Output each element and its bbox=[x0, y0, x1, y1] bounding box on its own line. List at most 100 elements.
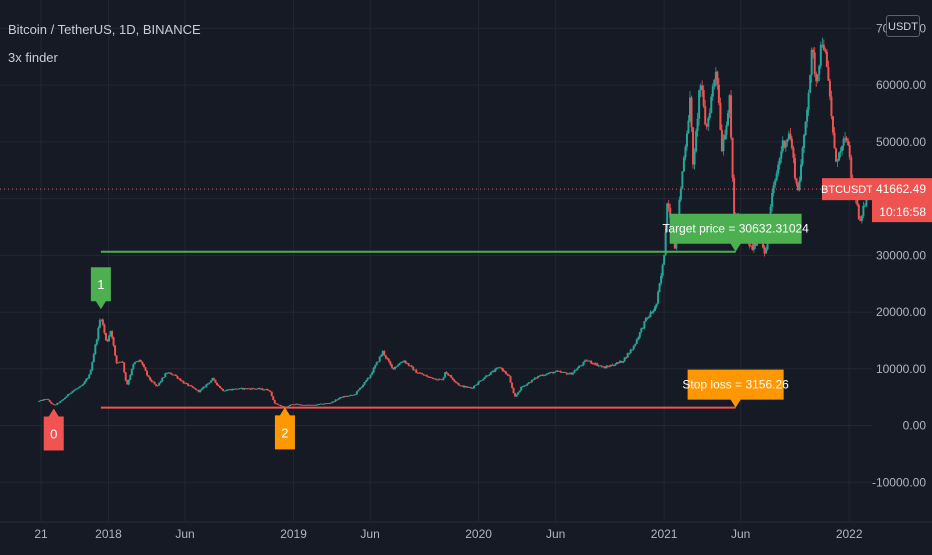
candle-body bbox=[515, 394, 518, 397]
candle-body bbox=[483, 377, 486, 380]
candle-body bbox=[699, 85, 702, 91]
candle-body bbox=[628, 353, 631, 354]
candle-body bbox=[104, 333, 107, 341]
candle-body bbox=[130, 368, 133, 376]
candle-body bbox=[63, 397, 66, 400]
candle-body bbox=[725, 125, 728, 135]
candle-body bbox=[844, 137, 847, 139]
candle-body bbox=[652, 310, 655, 313]
candle-body bbox=[241, 387, 244, 390]
candle-body bbox=[579, 365, 582, 367]
candle-body bbox=[711, 86, 714, 97]
annotation-text: Target price = 30632.31024 bbox=[662, 222, 809, 236]
candle-body bbox=[238, 388, 241, 389]
candle-body bbox=[803, 135, 806, 149]
candle-body bbox=[465, 386, 468, 388]
candle-body bbox=[831, 116, 834, 133]
candle-body bbox=[282, 406, 285, 407]
candle-body bbox=[669, 207, 672, 218]
candle-body bbox=[553, 371, 556, 374]
candle-body bbox=[258, 388, 261, 390]
price-tag-countdown: 10:16:58 bbox=[879, 205, 926, 219]
candle-body bbox=[142, 364, 145, 368]
y-tick-label: 50000.00 bbox=[876, 135, 926, 149]
candle-body bbox=[512, 387, 515, 394]
candle-body bbox=[223, 390, 226, 392]
candle-body bbox=[488, 374, 491, 376]
candle-body bbox=[269, 390, 272, 392]
candle-body bbox=[450, 375, 453, 378]
candle-body bbox=[643, 321, 646, 329]
candle-body bbox=[68, 393, 71, 395]
candle-body bbox=[454, 381, 457, 383]
candle-body bbox=[430, 377, 433, 379]
candle-body bbox=[442, 377, 445, 380]
candle-body bbox=[818, 65, 821, 75]
candle-body bbox=[162, 377, 165, 378]
candle-body bbox=[752, 241, 755, 250]
candle-body bbox=[121, 361, 124, 363]
candle-body bbox=[632, 345, 635, 350]
marker-shape bbox=[90, 267, 111, 310]
indicator-name[interactable]: 3x finder bbox=[8, 50, 58, 65]
candle-body bbox=[330, 402, 333, 404]
x-tick-label: 21 bbox=[34, 527, 48, 541]
candle-body bbox=[372, 367, 375, 373]
candle-body bbox=[539, 375, 542, 376]
candle-body bbox=[273, 400, 276, 404]
candle-body bbox=[520, 386, 523, 391]
candle-body bbox=[476, 384, 479, 386]
candle-body bbox=[127, 379, 130, 385]
x-tick-label: 2019 bbox=[280, 527, 307, 541]
candle-body bbox=[360, 387, 363, 389]
candle-body bbox=[492, 371, 495, 372]
candle-body bbox=[94, 344, 97, 355]
candle-body bbox=[74, 389, 77, 391]
candle-body bbox=[337, 398, 340, 400]
candle-body bbox=[640, 328, 643, 333]
candle-body bbox=[232, 389, 235, 390]
candle-body bbox=[533, 377, 536, 380]
candle-body bbox=[544, 374, 547, 376]
currency-button[interactable]: USDT bbox=[886, 15, 920, 37]
candle-body bbox=[471, 388, 474, 389]
candle-body bbox=[406, 363, 409, 364]
candle-body bbox=[369, 374, 372, 378]
candle-body bbox=[215, 382, 218, 385]
candle-body bbox=[54, 404, 57, 406]
candle-body bbox=[435, 378, 437, 380]
candle-body bbox=[813, 52, 816, 74]
candle-body bbox=[240, 387, 243, 389]
candle-body bbox=[631, 349, 634, 350]
candle-body bbox=[807, 92, 810, 110]
stop-loss-label: Stop loss = 3156.26 bbox=[682, 369, 789, 408]
candle-body bbox=[847, 140, 850, 146]
candle-body bbox=[839, 150, 842, 153]
candle-body bbox=[838, 152, 841, 161]
annotation-box bbox=[687, 369, 784, 408]
candle-body bbox=[174, 374, 177, 376]
candle-body bbox=[247, 388, 250, 390]
candle-body bbox=[328, 403, 331, 405]
candle-body bbox=[529, 382, 532, 384]
candle-body bbox=[535, 377, 538, 379]
candle-body bbox=[249, 388, 252, 390]
candle-body bbox=[629, 349, 632, 354]
candle-body bbox=[348, 395, 351, 397]
candle-body bbox=[257, 388, 260, 390]
candle-body bbox=[39, 400, 42, 401]
candle-body bbox=[480, 380, 483, 382]
candle-body bbox=[407, 363, 410, 366]
candle-body bbox=[473, 385, 476, 389]
candle-body bbox=[171, 374, 174, 376]
candle-body bbox=[48, 399, 51, 402]
candle-body bbox=[626, 353, 629, 358]
candle-body bbox=[88, 374, 91, 379]
candle-body bbox=[352, 394, 355, 396]
candle-body bbox=[445, 372, 448, 374]
candle-body bbox=[404, 360, 407, 364]
candle-body bbox=[103, 324, 106, 334]
candle-body bbox=[340, 397, 343, 399]
candle-body bbox=[208, 382, 211, 384]
